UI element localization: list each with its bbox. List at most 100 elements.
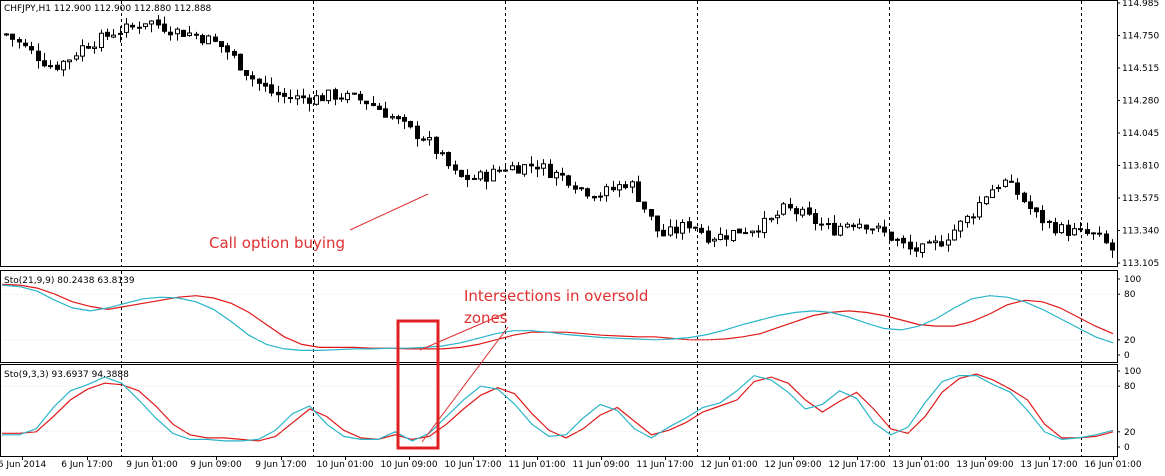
- oversold-highlight-box: [396, 319, 440, 450]
- candle: [769, 217, 774, 223]
- candle-body: [446, 152, 451, 167]
- x-tick-label: 9 Jun 09:00: [190, 460, 242, 470]
- candle-body: [870, 228, 875, 231]
- candle-body: [693, 226, 698, 229]
- candle: [1110, 239, 1115, 258]
- candle: [446, 151, 451, 169]
- candle-body: [124, 23, 129, 33]
- candle-body: [206, 35, 211, 45]
- candle: [10, 33, 15, 47]
- candle-body: [724, 235, 729, 240]
- candle: [687, 216, 692, 233]
- candle: [604, 183, 609, 202]
- candle: [244, 70, 249, 81]
- candle: [560, 167, 565, 181]
- candle-body: [750, 230, 755, 234]
- candle-body: [118, 32, 123, 35]
- candle-body: [706, 230, 711, 243]
- candle: [453, 160, 458, 175]
- candle-body: [623, 184, 628, 189]
- candle: [383, 101, 388, 118]
- x-tick-label: 10 Jun 09:00: [380, 460, 437, 470]
- candle: [250, 71, 255, 87]
- y-tick-label: 0: [1124, 443, 1130, 453]
- candle: [554, 169, 559, 186]
- candle-body: [819, 223, 824, 226]
- candle-body: [1040, 209, 1045, 224]
- candle: [200, 33, 205, 46]
- candle-body: [731, 229, 736, 242]
- y-tick-label: 114.045: [1122, 129, 1159, 139]
- x-tick-label: 9 Jun 01:00: [126, 460, 178, 470]
- candle-body: [529, 163, 534, 167]
- y-tick-label: 20: [1124, 428, 1136, 438]
- candle-body: [111, 34, 116, 38]
- candle-body: [756, 230, 761, 233]
- candle: [1091, 232, 1096, 240]
- candle-body: [137, 26, 142, 29]
- candle: [674, 219, 679, 239]
- call-option-annotation: Call option buying: [209, 234, 345, 252]
- candle: [377, 102, 382, 110]
- candle: [585, 187, 590, 199]
- candle: [630, 180, 635, 194]
- candle: [990, 184, 995, 199]
- x-tick-label: 13 Jun 17:00: [1020, 460, 1077, 470]
- candle: [699, 224, 704, 235]
- candle-body: [48, 65, 53, 68]
- candle-body: [566, 175, 571, 186]
- x-tick-label: 10 Jun 17:00: [444, 460, 501, 470]
- candle: [206, 34, 211, 45]
- candle: [680, 219, 685, 240]
- candle-body: [282, 92, 287, 97]
- candle-body: [1059, 224, 1064, 234]
- candle-body: [238, 53, 243, 71]
- candle: [813, 208, 818, 231]
- stoch-main-line: [1, 283, 1114, 350]
- candle: [611, 180, 616, 192]
- candle: [491, 164, 496, 182]
- candle: [61, 60, 66, 77]
- x-tick-label: 11 Jun 17:00: [636, 460, 693, 470]
- candle-body: [630, 181, 635, 188]
- candle: [623, 181, 628, 190]
- candle: [1085, 222, 1090, 236]
- candle-body: [617, 184, 622, 191]
- candle-body: [23, 42, 28, 47]
- candle: [472, 174, 477, 180]
- candle: [1078, 222, 1083, 233]
- candle: [194, 31, 199, 40]
- candle: [889, 231, 894, 242]
- candle: [731, 229, 736, 243]
- candle: [314, 90, 319, 106]
- candle-body: [611, 186, 616, 191]
- candle-body: [36, 50, 41, 62]
- stoch-main-line: [2, 373, 1114, 442]
- candle-body: [933, 240, 938, 244]
- candle-body: [497, 169, 502, 172]
- candle: [895, 237, 900, 247]
- stoch2-header: Sto(9,3,3) 93.6937 94.3888: [4, 370, 129, 380]
- candle-body: [434, 136, 439, 154]
- candle: [358, 91, 363, 105]
- candle: [339, 93, 344, 103]
- candle-body: [510, 165, 515, 171]
- candle: [478, 169, 483, 181]
- candle: [529, 156, 534, 174]
- stoch-signal-line: [1, 284, 1114, 351]
- candle-body: [769, 217, 774, 221]
- candle: [371, 96, 376, 107]
- candle: [857, 218, 862, 230]
- candle: [162, 16, 167, 34]
- candle-body: [743, 232, 748, 235]
- candle: [434, 136, 439, 160]
- candle: [99, 29, 104, 52]
- candle: [908, 234, 913, 255]
- candle: [977, 196, 982, 220]
- candle: [838, 223, 843, 237]
- candle-body: [86, 45, 91, 49]
- candle: [800, 206, 805, 218]
- candle: [952, 224, 957, 241]
- candle-body: [775, 214, 780, 219]
- candle-body: [17, 39, 22, 43]
